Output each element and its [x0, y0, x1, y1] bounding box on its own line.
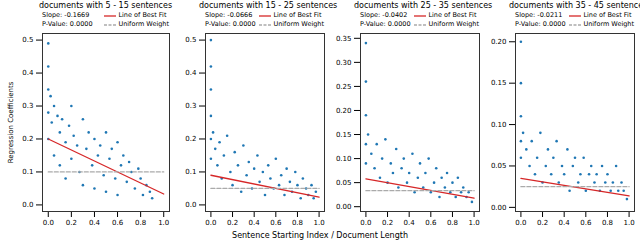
svg-text:0.05: 0.05: [491, 162, 507, 170]
svg-text:Regression Coefficients: Regression Coefficients: [7, 81, 15, 163]
html-text:Slope: -0.0211: Slope: -0.0211: [515, 11, 563, 19]
svg-text:0.4: 0.4: [22, 69, 34, 77]
html-text:P-Value: 0.0000: P-Value: 0.0000: [205, 20, 256, 28]
html-text:P-Value: 0.0000: P-Value: 0.0000: [360, 20, 411, 28]
svg-text:0.10: 0.10: [336, 155, 352, 163]
svg-text:0.8: 0.8: [447, 219, 458, 227]
svg-text:0.20: 0.20: [491, 38, 507, 46]
svg-text:0.15: 0.15: [491, 79, 507, 87]
html-text:Line of Best Fit: Line of Best Fit: [118, 11, 167, 19]
svg-text:0.5: 0.5: [185, 36, 196, 44]
html-text:Slope: -0.0666: Slope: -0.0666: [205, 11, 253, 19]
html-text:documents with 25 - 35 sentenc: documents with 25 - 35 sentences: [354, 1, 493, 10]
svg-text:0.8: 0.8: [292, 219, 303, 227]
svg-text:0.6: 0.6: [270, 219, 282, 227]
html-text:Line of Best Fit: Line of Best Fit: [273, 11, 322, 19]
html-text:Line of Best Fit: Line of Best Fit: [428, 11, 477, 19]
svg-text:0.4: 0.4: [559, 219, 571, 227]
svg-text:0.30: 0.30: [336, 59, 352, 67]
html-text:Uniform Weight: Uniform Weight: [273, 20, 324, 28]
html-text:Slope: -0.1669: Slope: -0.1669: [42, 11, 90, 19]
svg-text:0.5: 0.5: [22, 36, 33, 44]
svg-text:0.0: 0.0: [43, 219, 54, 227]
svg-text:0.6: 0.6: [425, 219, 437, 227]
svg-text:0.4: 0.4: [249, 219, 261, 227]
html-text:Sentence Starting Index / Docu: Sentence Starting Index / Document Lengt…: [232, 231, 408, 240]
html-text:Line of Best Fit: Line of Best Fit: [583, 11, 632, 19]
svg-text:1.0: 1.0: [624, 219, 635, 227]
svg-text:0.3: 0.3: [22, 102, 33, 110]
svg-text:0.4: 0.4: [185, 69, 197, 77]
svg-text:0.4: 0.4: [404, 219, 416, 227]
svg-text:0.15: 0.15: [336, 131, 352, 139]
svg-text:0.0: 0.0: [515, 219, 526, 227]
svg-text:0.2: 0.2: [185, 135, 196, 143]
svg-text:0.2: 0.2: [382, 219, 393, 227]
html-text:P-Value: 0.0000: P-Value: 0.0000: [515, 20, 566, 28]
svg-text:0.25: 0.25: [336, 83, 352, 91]
html-text:Uniform Weight: Uniform Weight: [428, 20, 479, 28]
svg-text:0.2: 0.2: [227, 219, 238, 227]
svg-text:0.6: 0.6: [112, 219, 124, 227]
svg-text:0.10: 0.10: [491, 121, 507, 129]
svg-text:0.3: 0.3: [185, 102, 196, 110]
svg-text:1.0: 1.0: [469, 219, 480, 227]
svg-text:1.0: 1.0: [158, 219, 169, 227]
html-text:Slope: -0.0402: Slope: -0.0402: [360, 11, 408, 19]
svg-text:0.2: 0.2: [66, 219, 77, 227]
svg-text:0.6: 0.6: [580, 219, 592, 227]
svg-text:0.1: 0.1: [185, 168, 196, 176]
svg-text:0.35: 0.35: [336, 35, 352, 43]
svg-text:0.00: 0.00: [491, 204, 507, 212]
svg-text:0.05: 0.05: [336, 179, 352, 187]
svg-text:0.0: 0.0: [205, 219, 216, 227]
html-text:documents with 5 - 15 sentence: documents with 5 - 15 sentences: [38, 1, 173, 10]
html-text:Uniform Weight: Uniform Weight: [583, 20, 634, 28]
svg-text:0.8: 0.8: [135, 219, 146, 227]
html-text:Uniform Weight: Uniform Weight: [118, 20, 169, 28]
svg-text:0.0: 0.0: [360, 219, 371, 227]
svg-text:0.2: 0.2: [537, 219, 548, 227]
svg-text:0.0: 0.0: [22, 201, 33, 209]
svg-text:1.0: 1.0: [314, 219, 325, 227]
html-text:P-Value: 0.0000: P-Value: 0.0000: [42, 20, 93, 28]
svg-text:0.4: 0.4: [89, 219, 101, 227]
svg-text:0.0: 0.0: [185, 201, 196, 209]
svg-text:0.1: 0.1: [22, 168, 33, 176]
svg-text:0.20: 0.20: [336, 107, 352, 115]
svg-text:0.2: 0.2: [22, 135, 33, 143]
html-text:documents with 15 - 25 sentenc: documents with 15 - 25 sentences: [199, 1, 338, 10]
svg-text:0.8: 0.8: [602, 219, 613, 227]
svg-text:0.00: 0.00: [336, 203, 352, 211]
